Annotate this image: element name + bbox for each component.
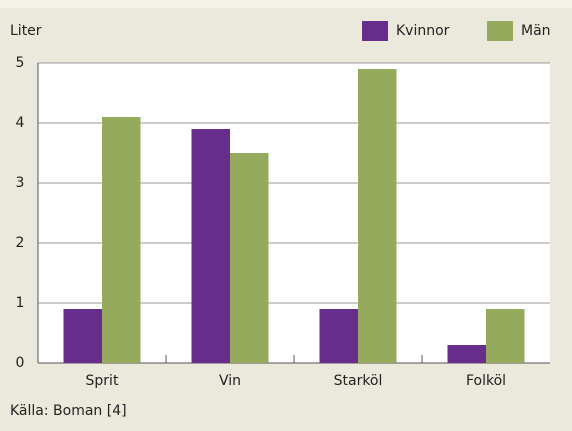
legend-swatch — [362, 21, 388, 41]
bar — [63, 309, 102, 363]
y-tick-label: 4 — [16, 115, 25, 131]
bar — [230, 153, 269, 363]
y-tick-label: 5 — [16, 55, 25, 71]
bar — [358, 69, 397, 363]
top-strip — [0, 0, 572, 8]
y-tick-label: 0 — [16, 355, 25, 371]
legend-label: Kvinnor — [396, 23, 450, 39]
bar — [486, 309, 525, 363]
source-note: Källa: Boman [4] — [10, 403, 127, 419]
bar — [447, 345, 486, 363]
y-tick-label: 3 — [16, 175, 25, 191]
bar — [319, 309, 358, 363]
x-tick-label: Folköl — [466, 373, 506, 389]
y-axis-label: Liter — [10, 23, 42, 39]
x-tick-label: Starköl — [334, 373, 383, 389]
bar — [191, 129, 230, 363]
legend-label: Män — [521, 23, 551, 39]
bar — [102, 117, 141, 363]
legend-swatch — [487, 21, 513, 41]
x-tick-label: Vin — [219, 373, 241, 389]
y-tick-label: 1 — [16, 295, 25, 311]
x-tick-label: Sprit — [86, 373, 119, 389]
y-tick-label: 2 — [16, 235, 25, 251]
